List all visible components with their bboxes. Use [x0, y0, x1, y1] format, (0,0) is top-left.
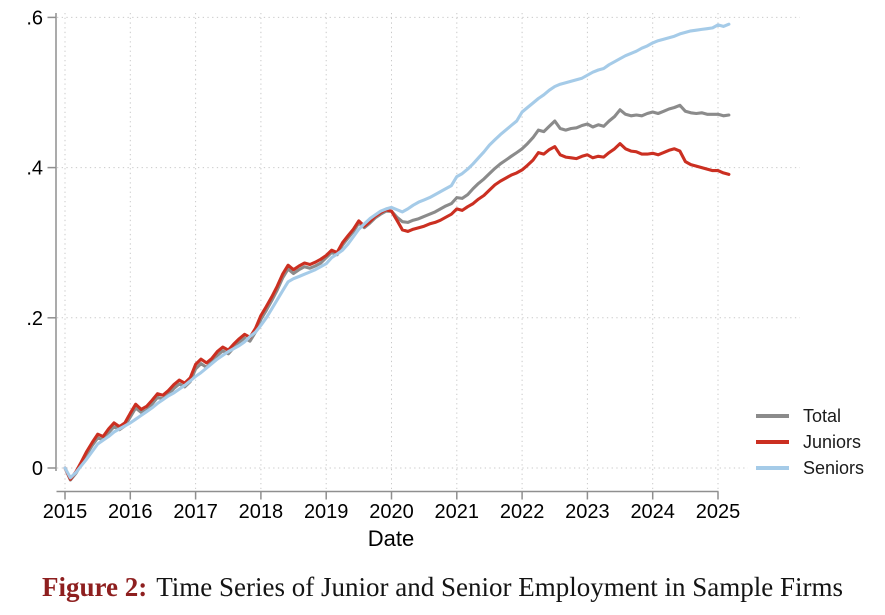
x-tick-label: 2018 [239, 501, 284, 523]
x-tick-label: 2023 [565, 501, 610, 523]
legend-row-juniors: Juniors [756, 429, 864, 455]
x-tick-label: 2019 [304, 501, 349, 523]
seniors-line-swatch [756, 465, 789, 471]
total-line-swatch [756, 413, 789, 419]
x-tick-label: 2021 [435, 501, 480, 523]
axes: 0 .2 .4 .6 2015 2016 2017 2018 2019 2020 2021 2022 2… [26, 7, 740, 523]
x-tick-label: 2015 [43, 501, 88, 523]
caption-text: Time Series of Junior and Senior Employm… [156, 572, 843, 602]
y-tick-label: .2 [26, 308, 43, 330]
legend-label-seniors: Seniors [803, 457, 865, 478]
legend-row-total: Total [756, 403, 864, 429]
gridlines [57, 13, 800, 491]
x-tick-label: 2025 [696, 501, 741, 523]
caption-label: Figure 2: [42, 572, 148, 602]
legend-label-total: Total [803, 405, 842, 426]
y-tick-label: .4 [26, 158, 43, 180]
chart-svg: 0 .2 .4 .6 2015 2016 2017 2018 2019 2020 2021 2022 2… [26, 7, 800, 523]
series-line-total [63, 103, 731, 482]
x-tick-label: 2020 [369, 501, 414, 523]
x-tick-label: 2016 [108, 501, 153, 523]
y-tick-label: .6 [26, 7, 43, 29]
x-tick-label: 2024 [630, 501, 675, 523]
series-line-juniors [63, 142, 731, 481]
x-tick-label: 2017 [173, 501, 218, 523]
juniors-line-swatch [756, 439, 789, 445]
x-axis-title: Date [367, 526, 415, 551]
y-tick-label: 0 [32, 458, 43, 480]
series-lines [63, 22, 731, 482]
series-line-seniors [63, 22, 731, 480]
x-tick-label: 2022 [500, 501, 545, 523]
figure-caption: Figure 2: Time Series of Junior and Senio… [0, 572, 885, 603]
legend: Total Juniors Seniors [748, 401, 871, 483]
legend-row-seniors: Seniors [756, 455, 864, 481]
legend-label-juniors: Juniors [803, 431, 862, 452]
